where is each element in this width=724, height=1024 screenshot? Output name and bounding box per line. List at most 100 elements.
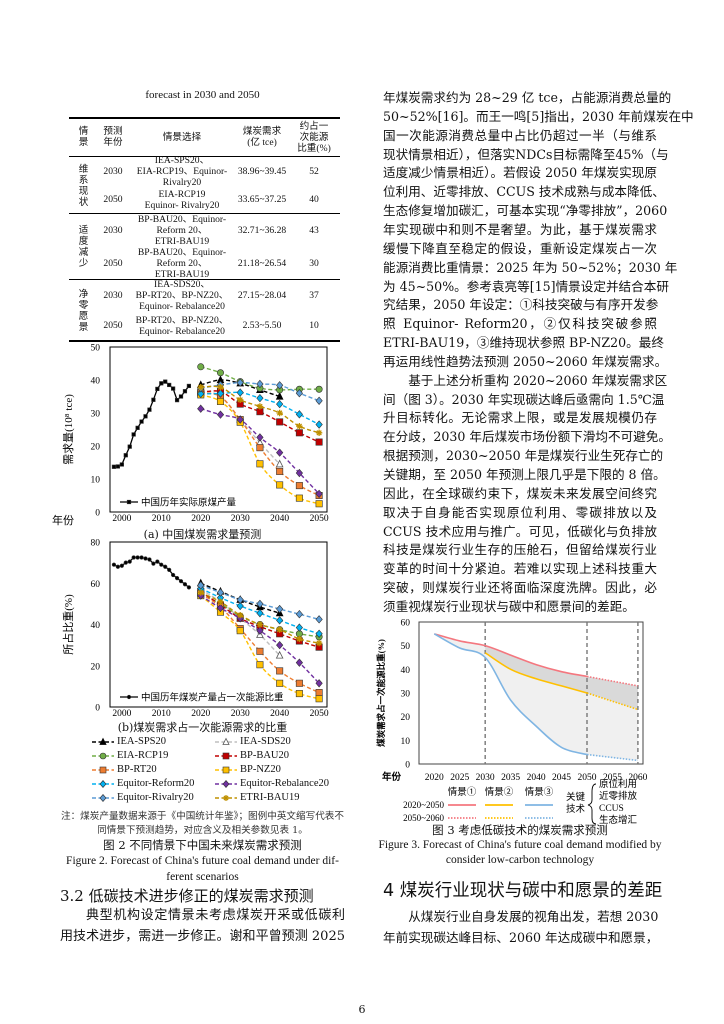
text-line: 根据预测，2030~2050 年是煤炭行业生死存亡的 — [383, 448, 664, 464]
table-cell-year: 2050 — [103, 194, 123, 206]
data-point — [197, 589, 204, 596]
history-point — [131, 555, 136, 560]
data-point — [216, 410, 225, 419]
range-area-dark — [485, 645, 638, 710]
text-line: 能源消费比重情景：2025 年为 50~52%；2030 年 — [383, 259, 678, 275]
history-point — [178, 579, 184, 584]
plot-frame — [418, 621, 644, 765]
y-tick-label: 20 — [91, 443, 101, 453]
history-point — [127, 444, 132, 449]
table-cell-year: 2050 — [103, 320, 123, 332]
data-point — [315, 639, 323, 647]
series-scenario-3 — [433, 633, 639, 762]
text-line: 现状情景相近），但落实NDCs目标需降至45%（与 — [383, 146, 669, 162]
text-line: ETRI-BAU19，③维持现状参照 BP-NZ20。最终 — [383, 335, 664, 351]
table-cell-choice: BP-BAU20、Equinor- Reform 20、 ETRI-BAU19 — [137, 247, 227, 280]
data-point — [295, 389, 303, 398]
data-point — [275, 650, 284, 659]
legend-marker — [92, 752, 114, 759]
text-line: 突破，则煤炭行业还将面临深度洗牌。因此，必 — [383, 580, 657, 596]
legend-item: Equitor-Reform20 — [92, 778, 194, 789]
table-top-rule — [69, 117, 340, 119]
legend-period: 2020~2050 — [403, 800, 444, 810]
key-tech-item: 近零排放 — [599, 790, 638, 802]
series-etri-bau19 — [197, 384, 323, 436]
legend-period: 2050~2060 — [403, 813, 444, 823]
text-line: 取决于自身能否实现原位利用、零碳排放以及 — [383, 504, 657, 520]
table-cell-share: 30 — [309, 258, 319, 269]
y-tick-label: 10 — [401, 737, 411, 747]
legend-marker — [215, 794, 237, 801]
legend-label: Equitor-Rebalance20 — [240, 778, 330, 789]
history-point — [174, 398, 180, 403]
legend-marker-diamond — [99, 779, 107, 788]
text-line: 再运用线性趋势法预测 2050~2060 年煤炭需求。 — [383, 353, 668, 369]
text-line: 从煤炭行业自身发展的视角出发，若想 2030 — [408, 909, 659, 924]
table-cell-year: 2030 — [103, 165, 123, 177]
data-point — [237, 612, 244, 619]
key-tech-item: CCUS — [599, 804, 624, 814]
text-line: 在分歧，2030 年后煤炭市场份额下滑均不可避免。 — [383, 429, 671, 445]
text-line: 为 45~50%。参考袁亮等[15]情景设定并结合本研 — [383, 278, 669, 294]
history-point — [163, 379, 168, 384]
y-tick-label: 0 — [405, 761, 410, 771]
legend-marker — [92, 779, 114, 788]
text-line: 年实现碳中和则不是奢望。为此，基于煤炭需求 — [383, 221, 657, 237]
legend-marker-diamond — [222, 779, 230, 788]
legend-item: ETRI-BAU19 — [215, 792, 300, 803]
series-scenario-2 — [484, 652, 639, 711]
legend-marker-star — [223, 794, 229, 801]
data-point — [276, 399, 284, 409]
data-point — [256, 626, 264, 635]
data-point — [256, 460, 264, 468]
data-point — [276, 604, 284, 614]
history-point — [147, 407, 152, 412]
history-point — [147, 557, 152, 562]
legend-marker — [215, 766, 237, 773]
figure2-caption-cn: 图 2 不同情景下中国未来煤炭需求预测 — [103, 838, 302, 852]
text-line: 照 Equinor- Reform20，②仅科技突破参照 — [383, 316, 657, 332]
y-tick-label: 10 — [91, 476, 101, 486]
x-tick-label: 2010 — [152, 709, 171, 719]
legend-label: IEA-SDS20 — [240, 736, 291, 747]
history-point — [115, 564, 120, 569]
history-point — [119, 563, 124, 568]
table-scenario: 适 度 减 少 — [78, 225, 89, 269]
legend-item: IEA-SPS20 — [92, 736, 166, 747]
legend-marker-square — [99, 766, 107, 773]
legend-label: BP-BAU20 — [240, 750, 290, 761]
series-history — [111, 379, 192, 469]
text-line: 须重视煤炭行业现状与碳中和愿景间的差距。 — [383, 598, 635, 614]
key-tech-item: 原位利用 — [599, 778, 637, 790]
text-line: 年前实现碳达峰目标、2060 年达成碳中和愿景， — [383, 929, 659, 945]
table-group-rule — [69, 279, 340, 280]
figure3-caption-cn: 图 3 考虑低碳技术的煤炭需求预测 — [432, 823, 608, 837]
data-point — [276, 667, 284, 675]
legend-marker-triangle-open — [222, 737, 230, 745]
data-point — [315, 385, 323, 393]
y-tick-label: 0 — [95, 509, 100, 519]
data-point — [296, 423, 303, 430]
data-point — [256, 403, 264, 410]
x-tick-label: 2025 — [450, 773, 469, 783]
data-point — [217, 384, 224, 391]
data-point — [256, 599, 264, 609]
legend-marker-square — [222, 752, 230, 759]
y-tick-label: 30 — [91, 410, 101, 420]
text-line: 50~52%[16]。而王一鸣[5]指出，2030 年前煤炭在中 — [383, 108, 694, 124]
data-point — [315, 396, 323, 405]
history-point — [131, 432, 136, 437]
data-point — [295, 468, 303, 478]
history-point — [159, 381, 164, 386]
legend-label: ETRI-BAU19 — [240, 792, 300, 803]
table-cell-choice: BP-RT20、BP-NZ20、 Equinor- Rebalance20 — [135, 314, 229, 337]
series-equitor-rivalry20 — [197, 581, 323, 624]
table-cell-share: 37 — [309, 289, 319, 301]
series-line-2050-2060 — [586, 675, 639, 687]
data-point — [256, 608, 264, 618]
data-point — [315, 500, 323, 508]
legend-label: IEA-SPS20 — [117, 736, 167, 747]
y-tick-label: 20 — [91, 662, 101, 672]
y-tick-label: 30 — [401, 690, 411, 700]
